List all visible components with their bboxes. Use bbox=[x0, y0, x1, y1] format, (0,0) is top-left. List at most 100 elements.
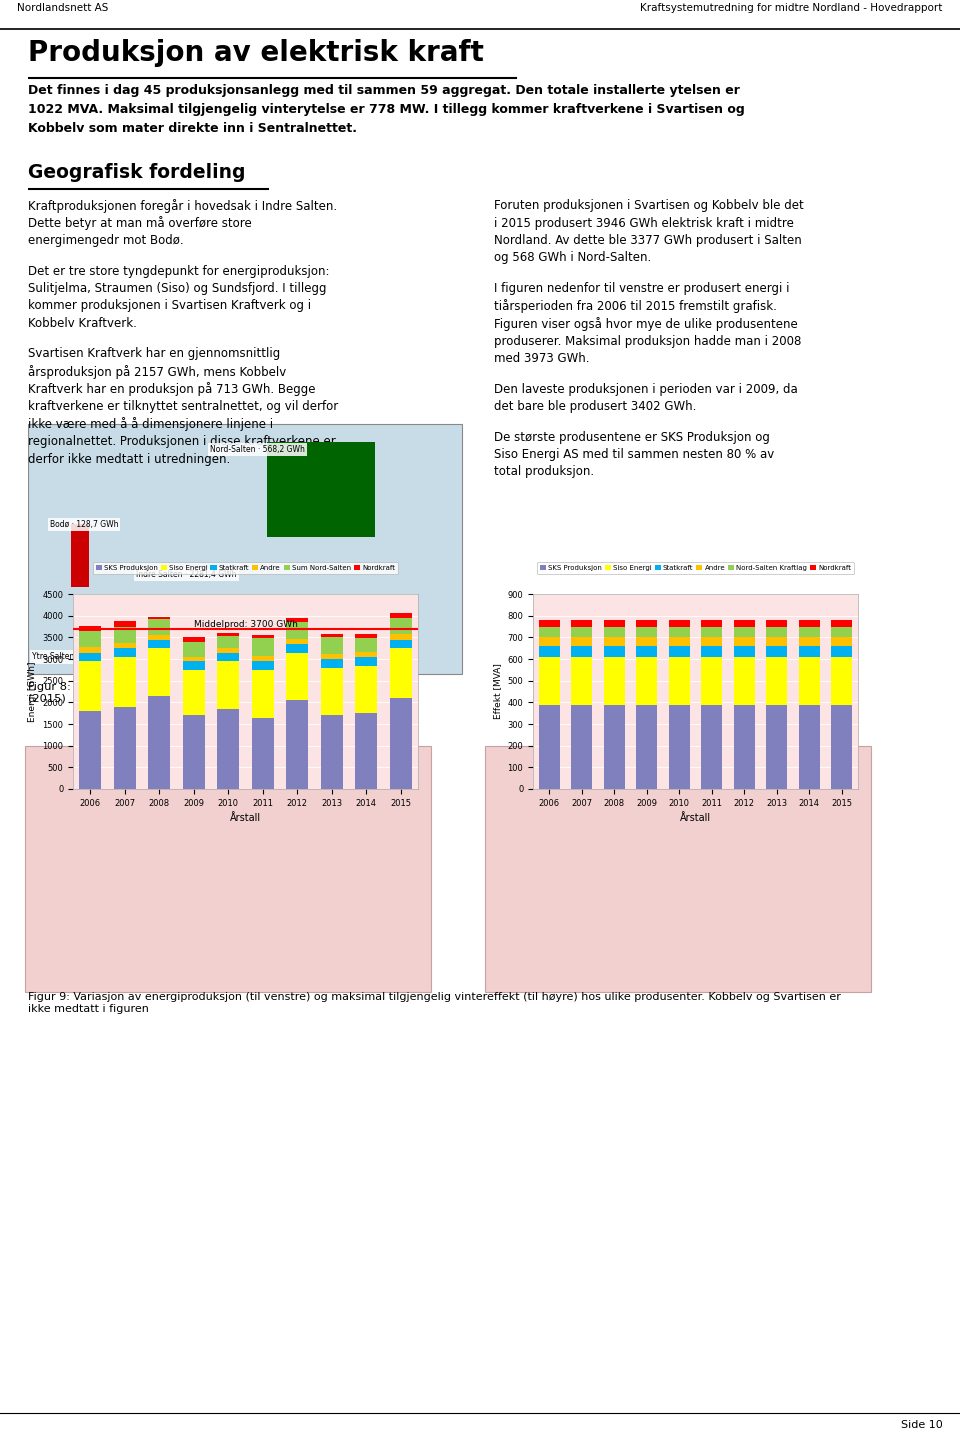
Bar bbox=[571, 646, 592, 656]
Bar bbox=[571, 705, 592, 790]
Bar bbox=[252, 638, 274, 656]
Bar bbox=[733, 656, 755, 705]
Text: derfor ikke medtatt i utredningen.: derfor ikke medtatt i utredningen. bbox=[28, 453, 230, 466]
Bar bbox=[539, 626, 560, 638]
Text: produserer. Maksimal produksjon hadde man i 2008: produserer. Maksimal produksjon hadde ma… bbox=[493, 334, 801, 347]
Bar bbox=[604, 620, 625, 626]
Bar bbox=[636, 646, 658, 656]
Bar bbox=[766, 646, 787, 656]
Bar bbox=[766, 705, 787, 790]
Bar bbox=[182, 656, 205, 661]
Bar bbox=[79, 648, 102, 652]
Bar bbox=[701, 646, 722, 656]
Bar bbox=[113, 626, 136, 643]
Bar bbox=[321, 635, 343, 638]
Bar bbox=[766, 638, 787, 646]
Bar bbox=[669, 705, 690, 790]
Bar bbox=[636, 705, 658, 790]
Bar bbox=[182, 642, 205, 656]
Bar bbox=[113, 620, 136, 626]
Legend: SKS Produksjon, Siso Energi, Statkraft, Andre, Sum Nord-Salten, Nordkraft: SKS Produksjon, Siso Energi, Statkraft, … bbox=[93, 562, 398, 575]
Text: tiårsperioden fra 2006 til 2015 fremstilt grafisk.: tiårsperioden fra 2006 til 2015 fremstil… bbox=[493, 299, 777, 314]
Bar bbox=[148, 696, 171, 790]
Bar bbox=[636, 626, 658, 638]
Bar bbox=[79, 631, 102, 648]
Text: Middelprod: 3700 GWh: Middelprod: 3700 GWh bbox=[194, 620, 298, 629]
Text: Sulitjelma, Straumen (Siso) og Sundsfjord. I tillegg: Sulitjelma, Straumen (Siso) og Sundsfjor… bbox=[28, 282, 326, 295]
Bar bbox=[182, 661, 205, 669]
Bar bbox=[539, 656, 560, 705]
Bar bbox=[321, 655, 343, 659]
Bar bbox=[355, 714, 377, 790]
Bar bbox=[28, 424, 462, 674]
Text: kommer produksjonen i Svartisen Kraftverk og i: kommer produksjonen i Svartisen Kraftver… bbox=[28, 299, 311, 312]
Bar bbox=[831, 620, 852, 626]
Bar bbox=[799, 705, 820, 790]
Text: det bare ble produsert 3402 GWh.: det bare ble produsert 3402 GWh. bbox=[493, 400, 696, 413]
Bar bbox=[390, 648, 412, 698]
Bar bbox=[252, 661, 274, 669]
Text: regionalnettet. Produksjonen i disse kraftverkene er: regionalnettet. Produksjonen i disse kra… bbox=[28, 436, 336, 449]
Bar bbox=[701, 656, 722, 705]
Text: energimengedr mot Bodø.: energimengedr mot Bodø. bbox=[28, 234, 183, 246]
Bar bbox=[701, 638, 722, 646]
Bar bbox=[831, 705, 852, 790]
Text: Kraftverk har en produksjon på 713 GWh. Begge: Kraftverk har en produksjon på 713 GWh. … bbox=[28, 383, 316, 397]
Bar bbox=[182, 669, 205, 715]
Bar bbox=[148, 639, 171, 648]
Text: med 3973 GWh.: med 3973 GWh. bbox=[493, 353, 589, 365]
Bar bbox=[286, 652, 308, 701]
Bar bbox=[182, 715, 205, 790]
Bar bbox=[355, 665, 377, 714]
Text: Det er tre store tyngdepunkt for energiproduksjon:: Det er tre store tyngdepunkt for energip… bbox=[28, 265, 329, 278]
Bar bbox=[390, 639, 412, 648]
Bar bbox=[701, 705, 722, 790]
Bar bbox=[799, 656, 820, 705]
Bar bbox=[669, 626, 690, 638]
Text: 1022 MVA. Maksimal tilgjengelig vinterytelse er 778 MW. I tillegg kommer kraftve: 1022 MVA. Maksimal tilgjengelig vinteryt… bbox=[28, 103, 745, 116]
Text: Siso Energi AS med til sammen nesten 80 % av: Siso Energi AS med til sammen nesten 80 … bbox=[493, 449, 774, 461]
Bar bbox=[390, 635, 412, 639]
Bar bbox=[539, 646, 560, 656]
Bar bbox=[286, 622, 308, 639]
Bar bbox=[636, 620, 658, 626]
Text: Kraftproduksjonen foregår i hovedsak i Indre Salten.: Kraftproduksjonen foregår i hovedsak i I… bbox=[28, 199, 337, 214]
Bar bbox=[79, 626, 102, 631]
Text: Produksjon av elektrisk kraft: Produksjon av elektrisk kraft bbox=[28, 39, 484, 67]
Bar bbox=[252, 656, 274, 661]
Bar bbox=[390, 698, 412, 790]
Bar bbox=[217, 652, 239, 661]
Text: Nord-Salten · 568,2 GWh: Nord-Salten · 568,2 GWh bbox=[210, 446, 305, 454]
Text: Side 10: Side 10 bbox=[901, 1420, 943, 1430]
Text: Ytre Salten · 967,3 GWh: Ytre Salten · 967,3 GWh bbox=[33, 652, 124, 662]
Bar bbox=[766, 620, 787, 626]
Text: Nordlandsnett AS: Nordlandsnett AS bbox=[17, 3, 108, 13]
Text: Kobbelv Kraftverk.: Kobbelv Kraftverk. bbox=[28, 317, 137, 330]
Bar bbox=[217, 632, 239, 636]
Bar bbox=[148, 635, 171, 639]
Bar bbox=[669, 656, 690, 705]
Bar bbox=[390, 618, 412, 635]
Bar bbox=[355, 656, 377, 665]
Bar bbox=[113, 706, 136, 790]
Text: Nordland. Av dette ble 3377 GWh produsert i Salten: Nordland. Av dette ble 3377 GWh produser… bbox=[493, 234, 802, 246]
Bar bbox=[733, 646, 755, 656]
Bar bbox=[636, 656, 658, 705]
Bar bbox=[79, 711, 102, 790]
Bar bbox=[604, 656, 625, 705]
Bar bbox=[799, 638, 820, 646]
Text: I figuren nedenfor til venstre er produsert energi i: I figuren nedenfor til venstre er produs… bbox=[493, 282, 789, 295]
Bar bbox=[113, 656, 136, 706]
Text: Figuren viser også hvor mye de ulike produsentene: Figuren viser også hvor mye de ulike pro… bbox=[493, 317, 798, 331]
Bar bbox=[571, 656, 592, 705]
Bar bbox=[252, 718, 274, 790]
Text: og 568 GWh i Nord-Salten.: og 568 GWh i Nord-Salten. bbox=[493, 252, 651, 265]
Text: Svartisen Kraftverk har en gjennomsnittlig: Svartisen Kraftverk har en gjennomsnittl… bbox=[28, 347, 280, 361]
Text: Indre Salten · 2281,4 GWh: Indre Salten · 2281,4 GWh bbox=[136, 570, 237, 579]
Bar bbox=[286, 639, 308, 643]
Bar bbox=[733, 626, 755, 638]
Text: årsproduksjon på 2157 GWh, mens Kobbelv: årsproduksjon på 2157 GWh, mens Kobbelv bbox=[28, 365, 286, 378]
Bar bbox=[604, 646, 625, 656]
X-axis label: Årstall: Årstall bbox=[230, 814, 261, 824]
Text: Foruten produksjonen i Svartisen og Kobbelv ble det: Foruten produksjonen i Svartisen og Kobb… bbox=[493, 199, 804, 212]
